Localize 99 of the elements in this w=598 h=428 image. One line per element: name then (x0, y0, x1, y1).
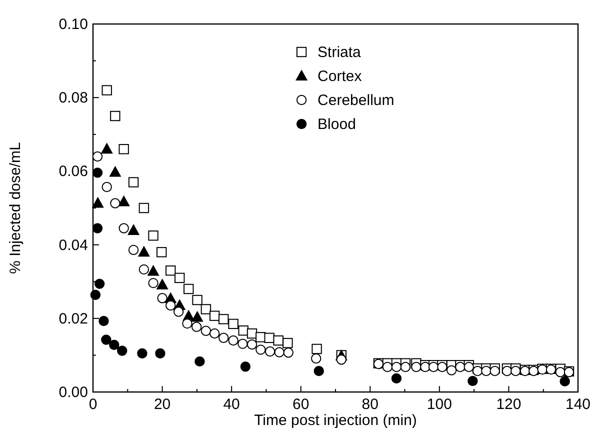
point (264, 332, 274, 344)
point (200, 304, 212, 314)
point (94, 278, 105, 289)
point (110, 198, 120, 208)
point (92, 168, 103, 178)
point (560, 376, 570, 386)
point (109, 166, 121, 177)
point (391, 373, 402, 384)
point (446, 365, 457, 376)
point (194, 356, 205, 367)
point (101, 334, 112, 345)
point (382, 362, 393, 372)
point (312, 344, 322, 354)
point (118, 223, 129, 234)
point (92, 151, 103, 162)
point (468, 376, 478, 386)
x-tick-label: 80 (362, 396, 378, 413)
y-tick-label: 0.04 (58, 236, 88, 254)
point (118, 144, 129, 154)
x-tick-label: 20 (154, 396, 171, 413)
point (118, 196, 130, 206)
x-tick-label: 0 (88, 396, 98, 413)
point (246, 339, 258, 350)
point (192, 311, 203, 322)
point (192, 294, 202, 306)
point (209, 310, 220, 321)
x-tick-label: 140 (565, 396, 591, 413)
legend-label: Blood (318, 116, 356, 133)
point (102, 182, 112, 192)
point (148, 230, 158, 241)
legend-label: Cerebellum (318, 92, 394, 109)
point (228, 335, 238, 346)
point (117, 346, 128, 356)
point (128, 244, 139, 256)
point (148, 265, 159, 276)
point (282, 338, 293, 348)
point (128, 177, 139, 188)
point (228, 318, 238, 330)
point (92, 223, 103, 234)
point (138, 202, 150, 214)
point (391, 362, 402, 372)
point (256, 344, 266, 355)
point (102, 85, 112, 96)
point (283, 348, 294, 358)
x-tick-label: 60 (292, 396, 310, 413)
point (490, 366, 500, 376)
point (173, 306, 184, 317)
point (156, 279, 168, 290)
point (174, 272, 185, 284)
point (191, 322, 202, 332)
point (138, 246, 150, 257)
y-axis-title: % Injected dose/mL (7, 142, 24, 274)
point (148, 278, 158, 288)
point (137, 348, 148, 358)
point (157, 293, 168, 304)
point (510, 366, 521, 376)
y-tick-label: 0.06 (58, 163, 88, 180)
point (240, 362, 251, 372)
point (273, 335, 284, 346)
x-tick-label: 120 (496, 396, 522, 413)
point (274, 347, 284, 358)
point (311, 353, 322, 364)
point (264, 346, 276, 357)
y-tick-label: 0.08 (58, 90, 88, 107)
point (98, 316, 109, 326)
y-tick-label: 0.00 (58, 384, 88, 401)
legend-label: Striata (318, 44, 362, 61)
point (314, 366, 324, 376)
point (472, 366, 483, 376)
point (166, 265, 176, 276)
point (101, 143, 113, 154)
point (411, 362, 422, 372)
point (109, 340, 120, 350)
point (336, 354, 346, 365)
point (156, 247, 167, 258)
point (200, 326, 212, 336)
point (209, 328, 220, 339)
point (182, 318, 192, 329)
point (502, 366, 512, 376)
point (238, 338, 248, 349)
point (400, 362, 411, 372)
x-axis-title: Time post injection (min) (254, 412, 417, 428)
x-tick-label: 100 (426, 396, 452, 413)
point (90, 290, 101, 300)
x-tick-label: 40 (223, 396, 240, 413)
point (218, 332, 229, 344)
legend-label: Cortex (318, 68, 362, 85)
point (128, 224, 140, 235)
point (110, 110, 120, 122)
point (138, 264, 150, 275)
point (166, 300, 176, 311)
point (555, 367, 566, 378)
point (184, 284, 194, 294)
point (218, 314, 229, 324)
point (481, 366, 492, 376)
point (155, 348, 166, 358)
y-tick-label: 0.10 (58, 16, 88, 33)
point (92, 197, 104, 208)
y-tick-label: 0.02 (58, 310, 88, 328)
